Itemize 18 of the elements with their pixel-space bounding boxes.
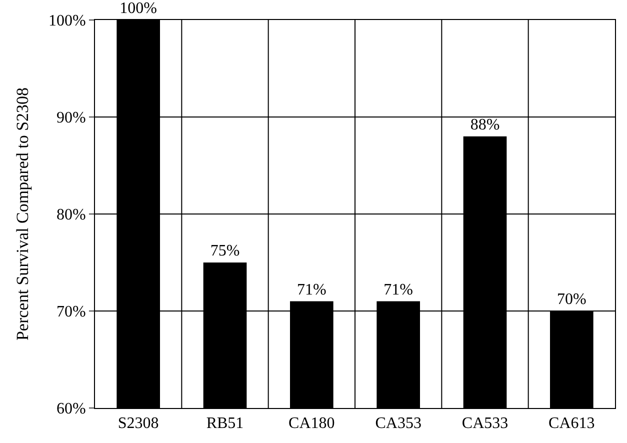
data-label: 75% [210,242,240,260]
y-tick-label: 90% [56,110,86,127]
y-tick-label: 100% [48,12,86,30]
data-label: 88% [470,116,500,134]
x-tick-label: CA353 [375,415,422,432]
y-axis-title: Percent Survival Compared to S2308 [13,87,32,341]
y-tick-label: 70% [56,304,86,321]
x-tick-label: CA613 [548,415,595,432]
data-label: 70% [557,291,586,308]
x-tick-label: CA180 [288,415,335,432]
data-label: 100% [120,0,157,17]
x-tick-label: CA533 [462,415,508,432]
data-label: 71% [384,281,413,298]
x-tick-label: S2308 [118,415,159,432]
data-label: 71% [297,281,326,298]
x-tick-label: RB51 [206,415,244,432]
y-tick-label: 60% [56,400,86,418]
y-tick-label: 80% [56,206,86,224]
